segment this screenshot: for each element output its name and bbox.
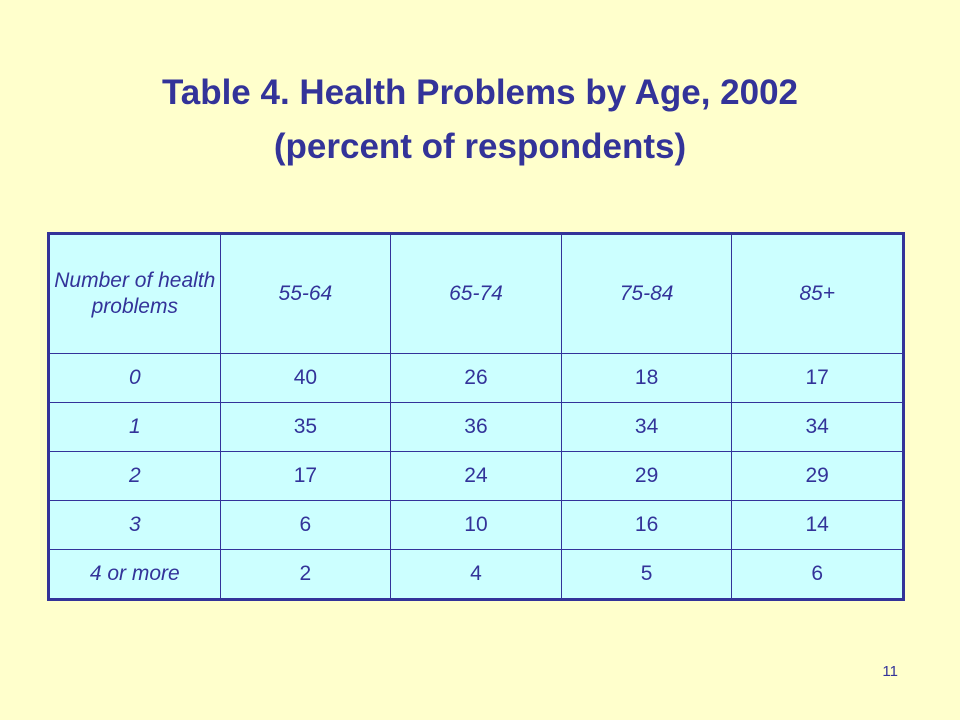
table-cell: 26 xyxy=(390,353,562,403)
row-label: 2 xyxy=(48,451,221,501)
table-row: 2 17 24 29 29 xyxy=(48,451,904,501)
table-cell: 29 xyxy=(731,451,904,501)
table-cell: 29 xyxy=(560,451,733,501)
table-cell: 14 xyxy=(731,500,904,550)
table-row: 0 40 26 18 17 xyxy=(48,353,904,403)
table-cell: 17 xyxy=(731,353,904,403)
table-cell: 35 xyxy=(219,402,392,452)
table-cell: 5 xyxy=(560,549,733,600)
table-cell: 36 xyxy=(390,402,562,452)
table-cell: 34 xyxy=(560,402,733,452)
row-label: 1 xyxy=(48,402,221,452)
header-number-of-problems: Number of health problems xyxy=(48,233,221,354)
table-cell: 40 xyxy=(219,353,392,403)
slide-title: Table 4. Health Problems by Age, 2002 (p… xyxy=(0,66,960,174)
table-cell: 18 xyxy=(560,353,733,403)
header-age-65-74: 65-74 xyxy=(390,233,562,354)
table-cell: 10 xyxy=(390,500,562,550)
header-age-75-84: 75-84 xyxy=(560,233,733,354)
header-age-85-plus: 85+ xyxy=(731,233,904,354)
table-cell: 24 xyxy=(390,451,562,501)
health-problems-table: Number of health problems 55-64 65-74 75… xyxy=(47,232,905,601)
header-age-55-64: 55-64 xyxy=(219,233,392,354)
row-label: 3 xyxy=(48,500,221,550)
table-cell: 6 xyxy=(219,500,392,550)
table-row: 3 6 10 16 14 xyxy=(48,500,904,550)
title-line-1: Table 4. Health Problems by Age, 2002 xyxy=(161,73,799,112)
page-number: 11 xyxy=(882,663,898,680)
row-label: 4 or more xyxy=(48,549,221,600)
title-line-2: (percent of respondents) xyxy=(273,127,687,166)
row-label: 0 xyxy=(48,353,221,403)
table-row: 4 or more 2 4 5 6 xyxy=(48,549,904,600)
table-cell: 2 xyxy=(219,549,392,600)
table-cell: 17 xyxy=(219,451,392,501)
table-cell: 16 xyxy=(560,500,733,550)
table-header-row: Number of health problems 55-64 65-74 75… xyxy=(48,233,904,354)
table-cell: 34 xyxy=(731,402,904,452)
table-cell: 4 xyxy=(390,549,562,600)
table-row: 1 35 36 34 34 xyxy=(48,402,904,452)
table-cell: 6 xyxy=(731,549,904,600)
